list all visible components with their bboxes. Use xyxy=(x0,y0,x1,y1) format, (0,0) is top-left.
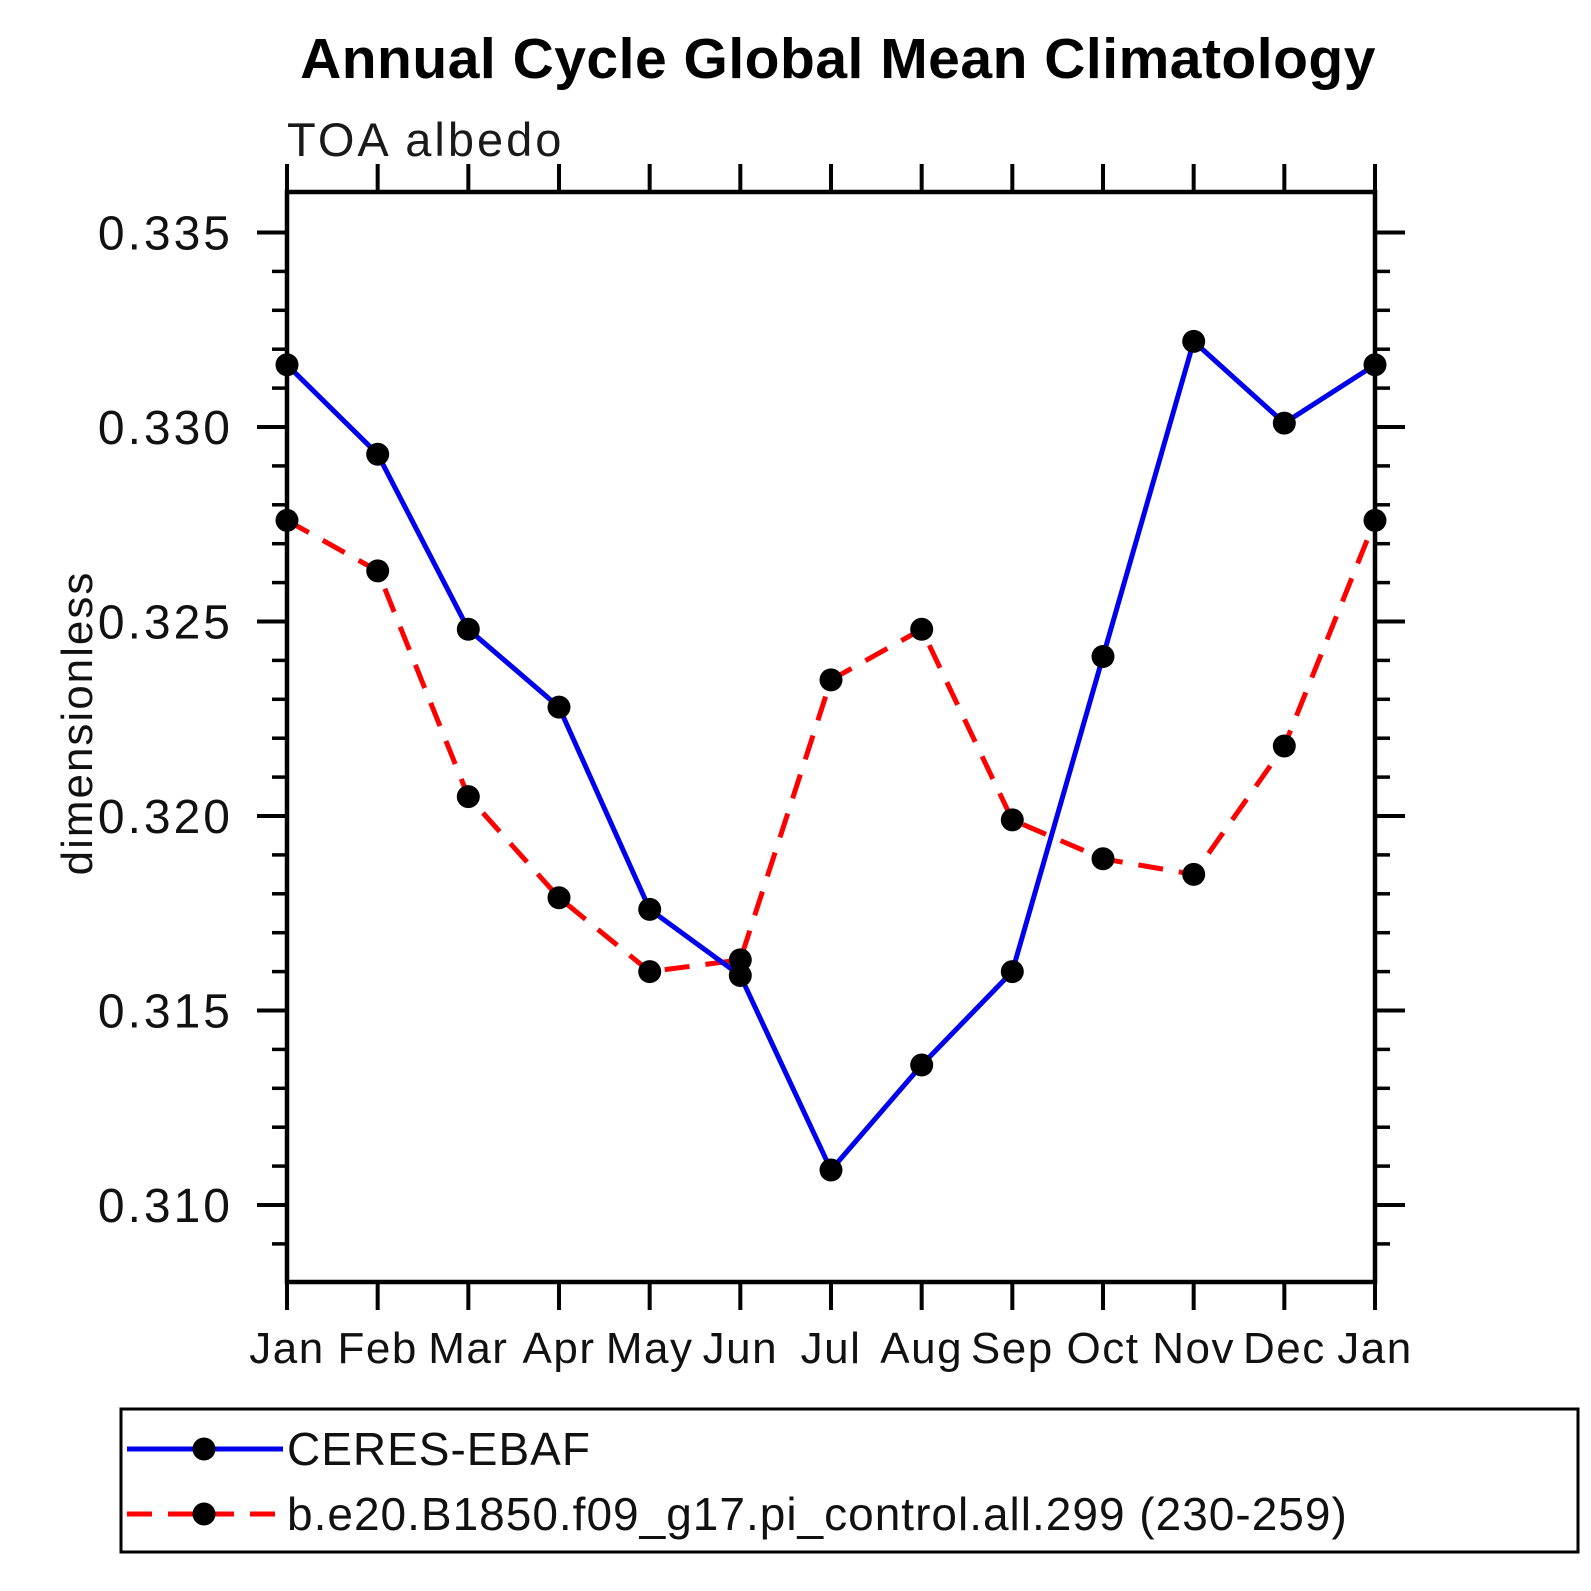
y-tick-label: 0.330 xyxy=(98,402,233,455)
plot-area: 0.335 0.330 0.325 0.320 0.315 0.310 Jan Feb Mar A… xyxy=(98,164,1412,1373)
x-tick-label: Jul xyxy=(801,1324,862,1373)
chart-subtitle: TOA albedo xyxy=(287,113,564,166)
data-point-marker xyxy=(1000,808,1024,832)
y-tick-label: 0.315 xyxy=(98,986,233,1039)
data-point-marker xyxy=(547,886,571,910)
x-tick-label: Sep xyxy=(971,1324,1054,1373)
x-tick-label: Jan xyxy=(249,1324,324,1373)
data-point-marker xyxy=(1000,960,1024,984)
data-point-marker xyxy=(366,559,390,583)
data-point-marker xyxy=(1272,411,1296,435)
data-point-marker xyxy=(1363,508,1387,532)
page-title: Annual Cycle Global Mean Climatology xyxy=(300,27,1376,91)
data-point-marker xyxy=(366,442,390,466)
y-tick-label: 0.325 xyxy=(98,597,233,650)
data-point-marker xyxy=(547,695,571,719)
data-point-marker xyxy=(275,353,299,377)
x-tick-label: Jan xyxy=(1337,1324,1412,1373)
x-tick-label: Feb xyxy=(338,1324,418,1373)
legend-box: CERES-EBAF b.e20.B1850.f09_g17.pi_contro… xyxy=(119,1407,1580,1554)
data-point-marker xyxy=(1363,353,1387,377)
series-line-model-run xyxy=(285,518,1378,975)
data-point-marker xyxy=(910,617,934,641)
data-point-marker xyxy=(819,1158,843,1182)
y-tick-label: 0.335 xyxy=(98,208,233,261)
legend-marker-dot xyxy=(192,1502,216,1526)
data-point-marker xyxy=(1091,645,1115,668)
legend-label: CERES-EBAF xyxy=(287,1423,591,1475)
legend-marker-dot xyxy=(192,1437,216,1461)
x-tick-label: Jun xyxy=(703,1324,778,1373)
data-point-marker xyxy=(910,1053,934,1077)
x-tick-label: Nov xyxy=(1152,1324,1235,1373)
x-tick-label: Dec xyxy=(1243,1324,1326,1373)
y-tick-label: 0.320 xyxy=(98,791,233,844)
y-axis-label: dimensionless xyxy=(53,571,102,876)
data-point-marker xyxy=(275,508,299,532)
legend-border xyxy=(119,1407,1580,1554)
data-point-marker xyxy=(456,617,480,641)
data-point-marker xyxy=(638,897,662,921)
x-tick-label: May xyxy=(606,1324,694,1373)
x-tick-label: Apr xyxy=(523,1324,596,1373)
y-tick-label: 0.310 xyxy=(98,1180,233,1233)
legend-label: b.e20.B1850.f09_g17.pi_control.all.299 (… xyxy=(287,1488,1348,1540)
data-point-marker xyxy=(1182,862,1206,886)
data-point-marker xyxy=(728,948,752,972)
plot-frame xyxy=(284,189,1378,1285)
x-tick-label: Mar xyxy=(428,1324,508,1373)
legend-entry-model-run: b.e20.B1850.f09_g17.pi_control.all.299 (… xyxy=(127,1488,1348,1540)
legend-entry-ceres-ebaf: CERES-EBAF xyxy=(127,1423,591,1475)
data-point-marker xyxy=(819,668,843,692)
data-point-marker xyxy=(1091,847,1115,871)
data-point-marker xyxy=(1182,329,1206,353)
data-point-marker xyxy=(638,960,662,984)
data-point-marker xyxy=(1272,734,1296,758)
x-tick-label: Oct xyxy=(1067,1324,1140,1373)
x-tick-label: Aug xyxy=(880,1324,963,1373)
data-point-marker xyxy=(456,785,480,809)
